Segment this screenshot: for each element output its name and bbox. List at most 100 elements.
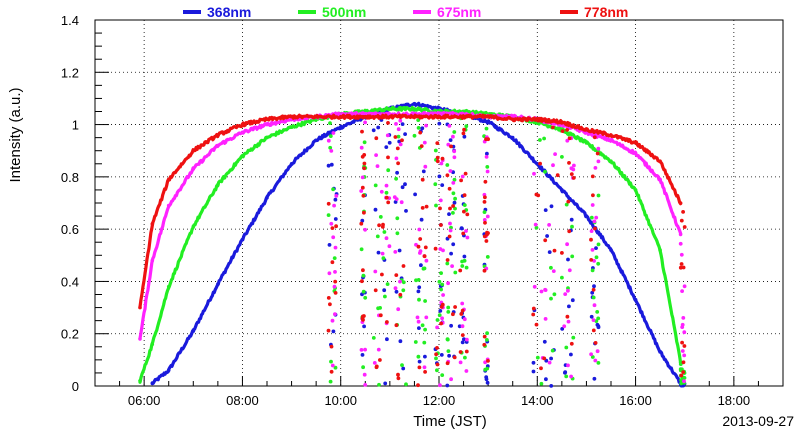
scatter-point — [439, 321, 443, 326]
scatter-point — [394, 323, 399, 328]
scatter-point — [542, 339, 547, 344]
scatter-point — [565, 242, 569, 247]
data-point — [166, 203, 171, 208]
scatter-point — [483, 195, 487, 200]
scatter-point — [377, 223, 381, 228]
scatter-point — [560, 129, 565, 134]
scatter-point — [445, 383, 450, 388]
data-point — [633, 141, 638, 145]
x-tick-label: 14:00 — [521, 393, 554, 408]
scatter-point — [420, 177, 425, 182]
scatter-point — [591, 287, 596, 292]
data-point — [388, 114, 392, 119]
data-point — [289, 125, 294, 129]
scatter-point — [435, 325, 439, 330]
scatter-point — [485, 165, 490, 169]
scatter-point — [363, 227, 367, 232]
scatter-point — [385, 320, 389, 324]
scatter-point — [534, 225, 539, 230]
scatter-point — [422, 340, 427, 345]
scatter-point — [374, 136, 379, 141]
scatter-point — [549, 265, 553, 270]
scatter-point — [451, 312, 455, 317]
scatter-point — [570, 298, 575, 303]
scatter-point — [596, 159, 601, 164]
scatter-point — [393, 200, 398, 204]
scatter-point — [596, 325, 601, 330]
data-point — [363, 112, 368, 116]
scatter-point — [333, 197, 338, 202]
scatter-point — [571, 335, 576, 340]
scatter-point — [396, 372, 400, 377]
data-point — [535, 162, 540, 166]
scatter-point — [681, 265, 686, 270]
date-label: 2013-09-27 — [722, 413, 794, 429]
data-point — [560, 120, 564, 124]
scatter-point — [384, 195, 389, 200]
scatter-point — [566, 288, 570, 293]
scatter-point — [394, 122, 398, 126]
scatter-point — [416, 289, 421, 294]
scatter-point — [446, 349, 451, 353]
scatter-point — [362, 161, 367, 166]
scatter-point — [484, 155, 489, 159]
scatter-point — [326, 213, 331, 218]
scatter-point — [383, 381, 388, 386]
scatter-point — [531, 369, 536, 374]
series-line-368nm — [150, 101, 682, 385]
data-point — [486, 114, 490, 119]
scatter-point — [485, 380, 490, 385]
scatter-point — [331, 329, 336, 334]
scatter-point — [485, 214, 490, 219]
scatter-point — [439, 223, 443, 227]
scatter-point — [333, 279, 338, 284]
scatter-point — [438, 198, 443, 203]
scatter-point — [589, 215, 594, 220]
scatter-point — [418, 249, 423, 254]
scatter-point — [362, 324, 366, 329]
scatter-point — [452, 355, 457, 360]
scatter-point — [376, 306, 380, 311]
scatter-point — [332, 256, 337, 260]
scatter-point — [417, 365, 422, 370]
scatter-point — [680, 322, 685, 327]
scatter-point — [451, 191, 456, 196]
scatter-point — [462, 203, 467, 208]
scatter-point — [415, 315, 420, 320]
scatter-point — [460, 264, 465, 268]
scatter-point — [531, 312, 536, 317]
scatter-point — [462, 127, 466, 132]
data-point — [609, 138, 613, 143]
scatter-point — [449, 377, 453, 382]
scatter-point — [360, 316, 365, 321]
scatter-point — [592, 284, 596, 289]
scatter-point — [567, 268, 572, 273]
scatter-point — [329, 162, 334, 167]
scatter-point — [326, 328, 331, 333]
scatter-point — [590, 174, 595, 179]
scatter-point — [362, 210, 366, 215]
data-point — [658, 159, 662, 163]
data-point — [166, 177, 171, 182]
scatter-point — [401, 288, 406, 293]
scatter-point — [435, 368, 439, 373]
data-point — [150, 222, 155, 226]
scatter-point — [451, 242, 456, 247]
data-point — [338, 112, 343, 116]
scatter-point — [439, 353, 444, 357]
scatter-point — [567, 136, 572, 141]
data-point — [191, 224, 196, 229]
scatter-point — [403, 182, 407, 187]
scatter-point — [679, 262, 684, 266]
scatter-point — [386, 155, 390, 160]
scatter-point — [328, 145, 333, 150]
scatter-point — [452, 155, 457, 160]
scatter-point — [564, 374, 569, 379]
y-axis-title: Intensity (a.u.) — [7, 87, 24, 182]
data-point — [678, 232, 683, 237]
scatter-point — [545, 234, 549, 238]
scatter-point — [678, 241, 683, 246]
scatter-point — [462, 193, 467, 198]
scatter-point — [566, 363, 570, 368]
